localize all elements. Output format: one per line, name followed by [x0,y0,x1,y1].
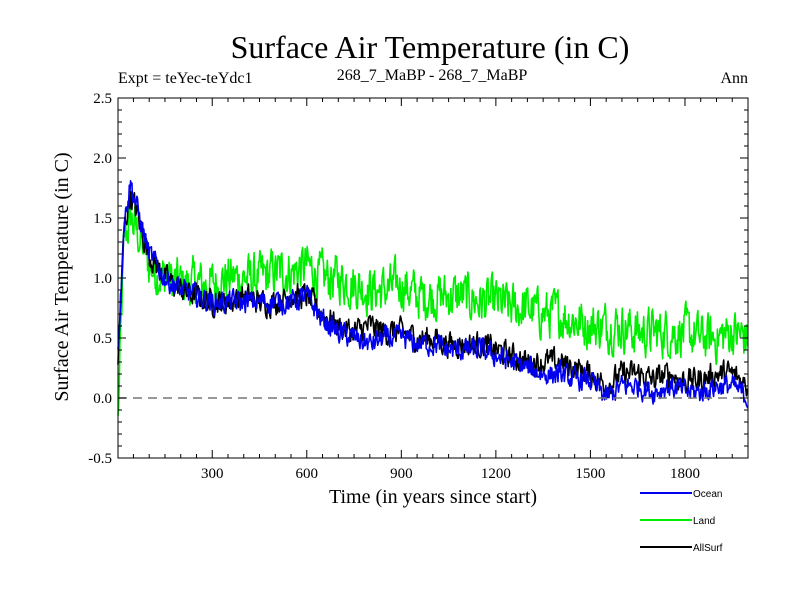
x-tick-label: 1800 [670,466,700,482]
y-tick-label: 1.5 [93,211,112,227]
chart-subtitle-center: 268_7_MaBP - 268_7_MaBP [337,67,528,84]
x-tick-label: 300 [201,466,224,482]
y-tick-label: 0.5 [93,331,112,347]
y-axis-label: Surface Air Temperature (in C) [51,152,73,401]
y-tick-label: 1.0 [93,271,112,287]
series-line-ocean [117,180,749,409]
y-tick-label: 2.0 [93,151,112,167]
x-axis-label: Time (in years since start) [329,486,537,508]
legend-label-ocean: Ocean [693,489,722,500]
y-axis-ticks: -0.5 0.0 0.5 1.0 1.5 2.0 2.5 [88,91,748,467]
y-tick-label: 2.5 [93,91,112,107]
legend-label-land: Land [693,516,715,527]
x-axis-ticks: 300 600 900 1200 1500 1800 [132,98,733,482]
chart-title: Surface Air Temperature (in C) [231,29,630,65]
legend: Ocean Land AllSurf [640,489,723,554]
legend-label-allsurf: AllSurf [693,543,723,554]
y-tick-label: -0.5 [88,451,112,467]
x-tick-label: 600 [296,466,319,482]
x-tick-label: 1500 [575,466,605,482]
series-line-land [117,196,749,416]
chart-subtitle-right: Ann [720,70,748,87]
chart-subtitle-left: Expt = teYec-teYdc1 [118,70,252,87]
series-layer [117,180,749,416]
x-tick-label: 1200 [481,466,511,482]
x-tick-label: 900 [390,466,413,482]
y-tick-label: 0.0 [93,391,112,407]
